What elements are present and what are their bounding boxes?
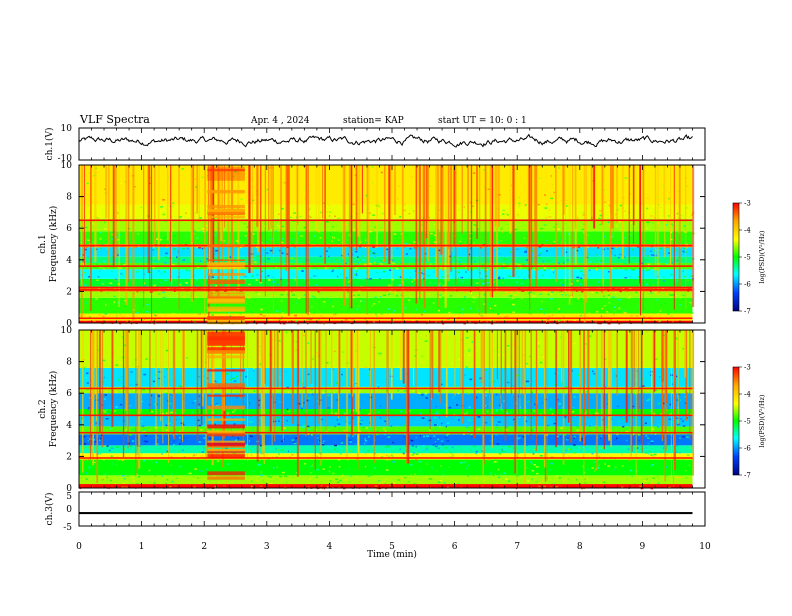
colorbar-tick-label: -4 [744,227,751,235]
ch1-ytick-bottom: -10 [58,154,73,164]
station-label: station= KAP [343,116,404,126]
spec-line [79,414,693,417]
ch2-spec-ylabel-line2: Frequency (kHz) [48,371,59,448]
spec-band [79,409,693,416]
spec-line [79,387,693,390]
x-tick-label: 10 [699,542,711,552]
spec-ytick-label: 4 [66,256,72,266]
colorbar-tick-label: -6 [744,281,751,289]
ch3-ytick-bottom: -5 [63,523,72,533]
spec-band [79,247,693,257]
spec-band [79,320,693,323]
spec-band [79,313,693,321]
start-ut-label: start UT = 10: 0 : 1 [438,116,527,126]
colorbar-ch2: -3 -4 -5 -6 -7 log(PSD)(V²/Hz) [732,364,766,480]
ch1-spec-ylabel-line1: ch.1 [38,234,48,253]
spec-ytick-label: 4 [66,421,72,431]
spec-band [79,165,693,205]
x-axis-label: Time (min) [367,549,417,560]
ch2-spectrogram-image [79,330,705,490]
colorbar-tick-label: -6 [744,445,751,453]
spec-ytick-label: 0 [66,484,72,494]
spec-band [79,434,693,446]
x-tick-label: 6 [452,542,458,552]
x-tick-label: 0 [76,542,82,552]
spec-ytick-label: 2 [66,452,72,462]
time-axis: 0 1 2 3 4 5 6 7 8 9 10 [76,128,711,552]
ch1-ytick-top: 10 [61,124,73,134]
ch1-ylabel: ch.1(V) [44,128,55,161]
spec-band [79,278,693,287]
spec-line [79,457,693,459]
spec-line [79,317,693,320]
x-tick-label: 3 [264,542,270,552]
colorbar-ch1: -3 -4 -5 -6 -7 log(PSD)(V²/Hz) [732,200,766,316]
spec-line [79,244,693,247]
spec-band [79,453,693,460]
spec-band [79,367,693,387]
x-tick-label: 8 [577,542,583,552]
ch3-ytick-mid: 0 [66,505,72,515]
spec-ytick-label: 8 [66,193,72,203]
colorbar-tick-label: -3 [744,364,751,372]
x-tick-label: 4 [327,542,333,552]
spec-ytick-label: 8 [66,358,72,368]
spec-ytick-label: 6 [66,224,72,234]
colorbar-tick-label: -5 [744,254,751,262]
colorbar-tick-label: -3 [744,200,751,208]
colorbar-tick-label: -7 [744,308,751,316]
spec-band [79,330,693,368]
spec-line [79,484,693,486]
x-tick-label: 5 [389,542,395,552]
ch1-waveform-panel: 10 -10 ch.1(V) [44,124,706,164]
spec-line [79,286,693,289]
spec-band [79,297,693,314]
colorbar-tick-label: -7 [744,472,751,480]
spec-line [79,265,693,267]
ch3-ylabel: ch.3(V) [44,493,55,526]
ch1-spec-ylabel-line2: Frequency (kHz) [48,206,59,283]
ch1-waveform-line [78,133,693,148]
spec-ytick-label: 6 [66,389,72,399]
x-tick-label: 9 [640,542,646,552]
ch1-spectrogram-panel: 0 2 4 6 8 10 ch.1 Frequency (kHz) [38,161,706,329]
ch3-waveform-line [79,512,693,515]
colorbar-ch2-label: log(PSD)(V²/Hz) [758,394,766,447]
date-label: Apr. 4 , 2024 [250,116,310,126]
spec-line [79,431,693,434]
spec-ytick-label: 2 [66,287,72,297]
ch3-waveform-panel: 5 0 -5 ch.3(V) 0 1 2 3 4 5 6 7 8 9 10 Time (min) [44,128,711,560]
ch3-ytick-top: 5 [66,492,72,502]
ch1-spectrogram-image [79,165,705,325]
colorbar-tick-label: -5 [744,418,751,426]
colorbar-ch1-label: log(PSD)(V²/Hz) [758,230,766,283]
spec-band [79,459,693,476]
spec-band [79,393,693,409]
spec-line [79,219,693,222]
ch2-spec-ylabel-line1: ch.2 [38,399,48,418]
colorbar-tick-label: -4 [744,391,751,399]
x-tick-label: 1 [139,542,145,552]
x-tick-label: 7 [514,542,520,552]
spec-band [79,269,693,279]
ch2-spectrogram-panel: 0 2 4 6 8 10 ch.2 Frequency (kHz) [38,326,706,494]
spec-ytick-label: 10 [61,326,73,336]
x-tick-label: 2 [201,542,207,552]
spec-band [79,475,693,485]
spec-ytick-label: 0 [66,319,72,329]
spec-line [79,289,693,291]
figure-title: VLF Spectra [79,113,150,126]
spec-ytick-label: 10 [61,161,73,171]
spec-band [79,445,693,454]
